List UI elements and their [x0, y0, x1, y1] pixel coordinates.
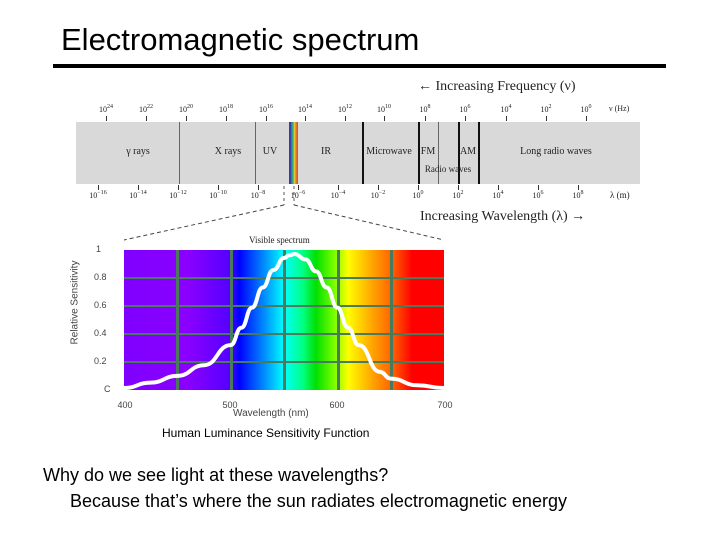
- frequency-tick: 102: [540, 104, 552, 114]
- title-underline: [53, 64, 666, 68]
- band-divider: [478, 122, 480, 184]
- tick-mark: [458, 185, 459, 190]
- wavelength-unit: λ (m): [610, 190, 630, 200]
- band-ir: IR: [321, 146, 331, 157]
- wavelength-arrow-label: Increasing Wavelength (λ) →: [420, 209, 586, 224]
- tick-mark: [338, 185, 339, 190]
- tick-mark: [578, 185, 579, 190]
- tick-mark: [498, 185, 499, 190]
- wavelength-tick: 108: [572, 190, 584, 200]
- band-am: AM: [459, 146, 477, 157]
- tick-mark: [586, 116, 587, 121]
- visible-spectrum-label: Visible spectrum: [249, 235, 310, 245]
- band-divider: [179, 122, 180, 184]
- tick-mark: [146, 116, 147, 121]
- wavelength-tick: 10−2: [370, 190, 386, 200]
- band-divider: [458, 122, 460, 184]
- wavelength-tick: 10−14: [129, 190, 147, 200]
- sensitivity-plot: [124, 250, 444, 390]
- frequency-tick: 1016: [259, 104, 273, 114]
- y-tick: 0.4: [94, 328, 107, 338]
- frequency-unit: ν (Hz): [609, 104, 630, 113]
- band-uv: UV: [262, 146, 278, 157]
- wavelength-tick: 10−6: [290, 190, 306, 200]
- tick-mark: [218, 185, 219, 190]
- answer-text: Because that’s where the sun radiates el…: [70, 491, 567, 511]
- tick-mark: [345, 116, 346, 121]
- x-tick: 400: [117, 400, 133, 410]
- tick-mark: [178, 185, 179, 190]
- tick-mark: [305, 116, 306, 121]
- frequency-arrow-label: ← Increasing Frequency (ν): [418, 79, 576, 94]
- tick-mark: [546, 116, 547, 121]
- wavelength-tick: 10−10: [209, 190, 227, 200]
- visible-light-strip: [289, 122, 298, 184]
- question-text: Why do we see light at these wavelengths…: [43, 465, 389, 485]
- x-tick: 700: [437, 400, 453, 410]
- frequency-tick: 1024: [99, 104, 113, 114]
- wavelength-tick: 104: [492, 190, 504, 200]
- frequency-tick: 108: [419, 104, 431, 114]
- chart-caption: Human Luminance Sensitivity Function: [162, 426, 370, 440]
- y-tick: 0.2: [94, 356, 107, 366]
- y-tick: 1: [96, 244, 102, 254]
- band-long-radio-waves: Long radio waves: [520, 146, 592, 157]
- band-fm: FM: [420, 146, 436, 157]
- tick-mark: [298, 185, 299, 190]
- y-tick: 0.6: [94, 300, 107, 310]
- y-tick: C: [104, 384, 111, 394]
- wavelength-tick: 10−4: [330, 190, 346, 200]
- wavelength-tick: 106: [532, 190, 544, 200]
- tick-mark: [418, 185, 419, 190]
- spectrum-band: γ rays X rays UV IR Microwave FM AM Radi…: [76, 122, 640, 184]
- frequency-tick: 1018: [219, 104, 233, 114]
- tick-mark: [384, 116, 385, 121]
- tick-mark: [226, 116, 227, 121]
- tick-mark: [425, 116, 426, 121]
- frequency-tick: 1022: [139, 104, 153, 114]
- tick-mark: [506, 116, 507, 121]
- tick-mark: [106, 116, 107, 121]
- wavelength-tick: 100: [412, 190, 424, 200]
- tick-mark: [138, 185, 139, 190]
- sensitivity-curve: [124, 252, 444, 390]
- y-tick: 0.8: [94, 272, 107, 282]
- frequency-tick: 1012: [338, 104, 352, 114]
- band-radio-waves: Radio waves: [424, 164, 472, 174]
- band-divider: [362, 122, 364, 184]
- frequency-tick: 100: [580, 104, 592, 114]
- band-microwave: Microwave: [366, 146, 412, 157]
- tick-mark: [538, 185, 539, 190]
- wavelength-tick: 10−8: [250, 190, 266, 200]
- x-axis-label: Wavelength (nm): [233, 408, 309, 419]
- x-tick: 600: [329, 400, 345, 410]
- grid-line: [176, 250, 179, 390]
- tick-mark: [98, 185, 99, 190]
- tick-mark: [465, 116, 466, 121]
- grid-line: [230, 250, 233, 390]
- frequency-tick: 1010: [377, 104, 391, 114]
- tick-mark: [258, 185, 259, 190]
- frequency-tick: 1014: [298, 104, 312, 114]
- frequency-tick: 104: [500, 104, 512, 114]
- band-gamma-rays: γ rays: [126, 146, 150, 157]
- slide-title: Electromagnetic spectrum: [61, 22, 420, 57]
- y-axis-label: Relative Sensitivity: [69, 260, 81, 345]
- tick-mark: [186, 116, 187, 121]
- grid-line: [390, 250, 393, 390]
- wavelength-tick: 102: [452, 190, 464, 200]
- grid-line: [283, 250, 286, 390]
- tick-mark: [266, 116, 267, 121]
- band-divider: [418, 122, 420, 184]
- tick-mark: [378, 185, 379, 190]
- frequency-tick: 106: [459, 104, 471, 114]
- wavelength-tick: 10−12: [169, 190, 187, 200]
- band-divider: [255, 122, 256, 184]
- band-x-rays: X rays: [214, 146, 242, 157]
- frequency-tick: 1020: [179, 104, 193, 114]
- x-tick: 500: [222, 400, 238, 410]
- grid-line: [337, 250, 340, 390]
- band-divider: [438, 122, 439, 184]
- wavelength-tick: 10−16: [89, 190, 107, 200]
